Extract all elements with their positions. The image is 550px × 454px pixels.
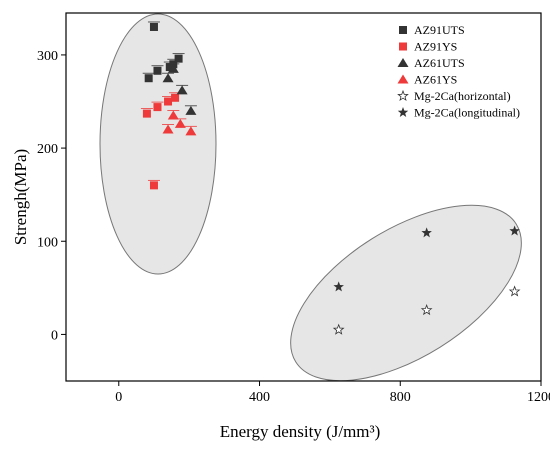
point-2-3 (167, 63, 179, 73)
legend-label-3: AZ61YS (414, 73, 457, 87)
point-0-1 (149, 22, 158, 31)
point-3-2 (174, 118, 186, 128)
point-0-0 (144, 74, 153, 83)
point-1-3 (164, 97, 173, 106)
point-5-1 (421, 227, 432, 238)
y-tick-label-300: 300 (37, 49, 58, 64)
y-axis-label: Strengh(MPa) (11, 149, 30, 245)
legend: AZ91UTS AZ91YS AZ61UTS AZ61YS Mg-2Ca(horizon… (397, 23, 520, 120)
point-2-2 (185, 105, 197, 115)
point-3-0 (162, 124, 174, 134)
legend-marker-0 (399, 26, 407, 34)
x-axis-label: Energy density (J/mm³) (220, 422, 381, 441)
point-1-1 (149, 181, 158, 190)
point-3-1 (167, 110, 179, 120)
point-2-1 (176, 85, 188, 95)
point-0-2 (153, 66, 162, 75)
point-2-0 (162, 73, 174, 83)
legend-marker-3 (397, 74, 409, 84)
legend-label-5: Mg-2Ca(longitudinal) (414, 106, 520, 120)
point-5-2 (509, 225, 520, 236)
legend-marker-1 (399, 42, 407, 51)
legend-label-1: AZ91YS (414, 40, 457, 54)
point-1-4 (171, 93, 180, 102)
right-cluster-ellipse (290, 204, 522, 382)
legend-marker-5 (397, 107, 409, 117)
point-4-0 (332, 323, 345, 335)
plot-frame (65, 12, 542, 382)
legend-label-2: AZ61UTS (414, 56, 465, 70)
y-tick-label-100: 100 (37, 235, 58, 250)
x-tick-label-400: 400 (249, 390, 270, 405)
data-points (140, 21, 521, 335)
point-4-1 (420, 304, 433, 316)
point-1-2 (153, 103, 162, 112)
legend-marker-4 (397, 89, 409, 101)
cluster-ellipses (99, 13, 522, 382)
y-tick-label-0: 0 (51, 328, 58, 343)
legend-label-0: AZ91UTS (414, 23, 465, 37)
y-tick-label-200: 200 (37, 142, 58, 157)
legend-marker-2 (397, 58, 409, 67)
point-5-0 (333, 281, 344, 292)
point-1-0 (142, 109, 151, 118)
point-0-5 (174, 54, 183, 63)
point-4-2 (508, 285, 521, 297)
point-3-3 (185, 126, 197, 136)
left-cluster-ellipse (99, 13, 217, 275)
x-tick-label-800: 800 (390, 390, 411, 405)
x-tick-label-0: 0 (115, 390, 122, 405)
legend-label-4: Mg-2Ca(horizontal) (414, 89, 511, 103)
